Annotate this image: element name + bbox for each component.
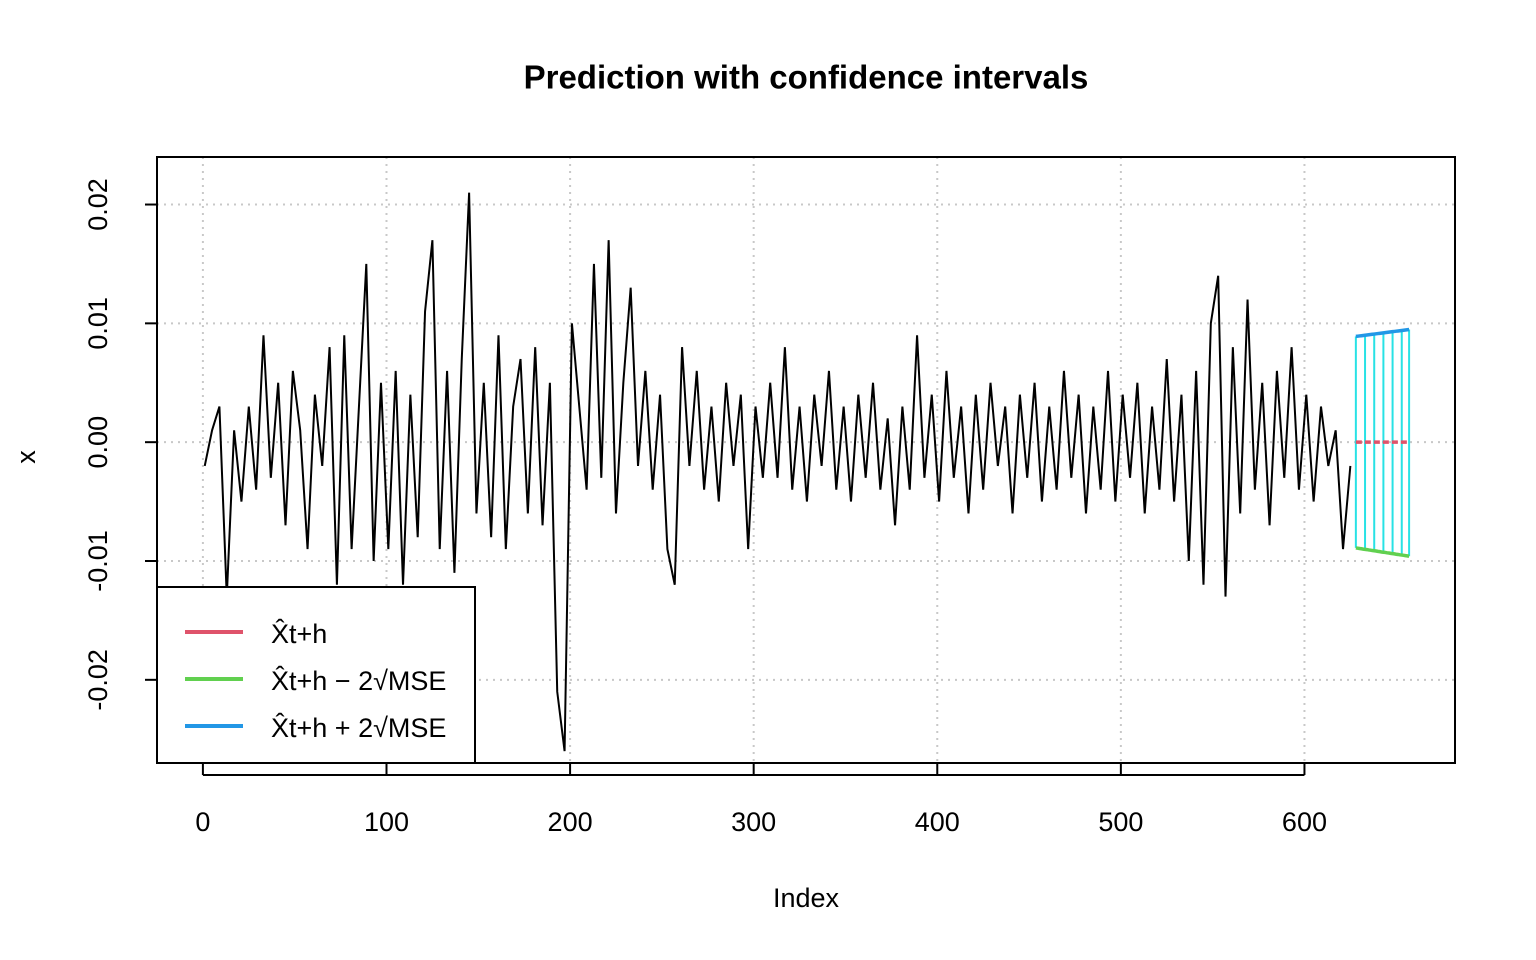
x-tick-label: 0 xyxy=(195,807,210,837)
chart-title: Prediction with confidence intervals xyxy=(524,59,1089,96)
y-tick-label: 0.01 xyxy=(83,297,113,350)
x-tick-label: 300 xyxy=(731,807,776,837)
x-tick-label: 100 xyxy=(364,807,409,837)
series-line xyxy=(203,192,1352,752)
y-axis-label: x xyxy=(11,450,41,464)
x-tick-label: 400 xyxy=(915,807,960,837)
forecast-line xyxy=(1355,546,1410,558)
legend-box xyxy=(156,586,476,764)
y-tick-label: -0.02 xyxy=(83,649,113,711)
plot-frame xyxy=(156,156,1456,764)
y-tick-label: 0.02 xyxy=(83,178,113,231)
x-axis-label: Index xyxy=(773,883,840,913)
y-tick-label: -0.01 xyxy=(83,530,113,592)
legend-label: X̂t+h xyxy=(271,619,327,649)
y-tick-label: 0.00 xyxy=(83,416,113,469)
x-tick-label: 500 xyxy=(1098,807,1143,837)
legend-label: X̂t+h + 2√MSE xyxy=(271,713,446,743)
x-tick-label: 600 xyxy=(1282,807,1327,837)
legend-label: X̂t+h − 2√MSE xyxy=(271,666,446,696)
forecast-line xyxy=(1355,327,1410,339)
x-tick-label: 200 xyxy=(548,807,593,837)
